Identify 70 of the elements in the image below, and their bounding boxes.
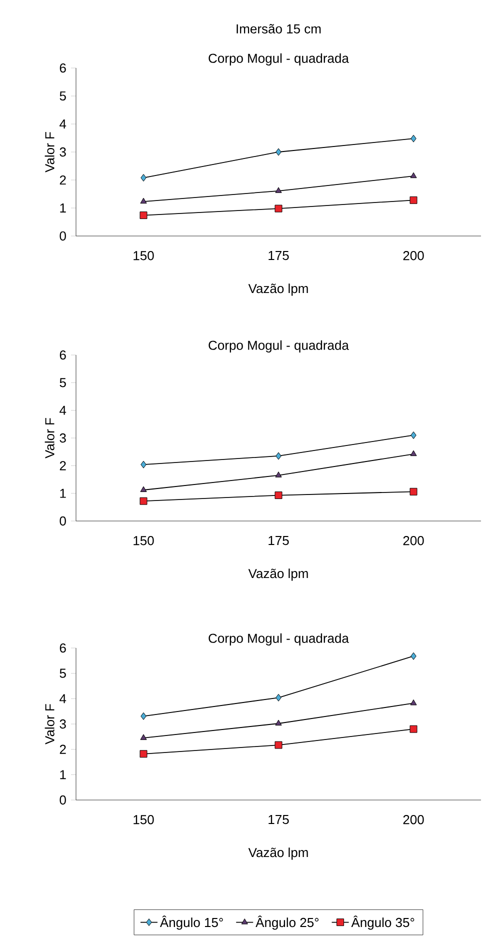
- x-axis-title: Vazão lpm: [248, 284, 308, 296]
- x-tick-label: 175: [268, 815, 289, 824]
- legend-label: Ângulo 15°: [160, 916, 223, 930]
- point: [410, 652, 416, 660]
- y-tick-label: 0: [60, 795, 66, 805]
- x-tick-label: 150: [134, 815, 154, 824]
- y-tick-label: 0: [60, 231, 66, 241]
- point: [276, 694, 282, 702]
- chart-title: Corpo Mogul - quadrada: [208, 340, 349, 352]
- legend-label: Ângulo 25°: [256, 916, 319, 930]
- point: [140, 212, 148, 220]
- y-tick-label: 3: [60, 147, 66, 157]
- point: [275, 187, 282, 193]
- legend-label: Ângulo 35°: [351, 916, 414, 930]
- y-axis-title: Valor F: [44, 418, 54, 458]
- point: [275, 472, 282, 478]
- y-tick-label: 1: [60, 488, 66, 498]
- point: [274, 204, 282, 212]
- x-tick-label: 150: [134, 251, 154, 260]
- point: [275, 720, 282, 726]
- x-tick-label: 200: [403, 536, 424, 546]
- x-tick-label: 200: [403, 251, 424, 260]
- x-tick-label: 200: [403, 815, 424, 824]
- point: [140, 460, 146, 468]
- point: [410, 699, 417, 706]
- point: [140, 750, 148, 758]
- point: [410, 725, 418, 733]
- point: [410, 450, 417, 456]
- y-tick-label: 5: [60, 378, 66, 388]
- x-tick-label: 175: [268, 536, 289, 546]
- x-axis-title: Vazão lpm: [248, 848, 308, 860]
- chart-title: Corpo Mogul - quadrada: [208, 633, 349, 646]
- y-tick-label: 4: [60, 120, 66, 128]
- point: [410, 134, 416, 142]
- point: [140, 497, 148, 505]
- point: [140, 198, 147, 204]
- point: [274, 741, 282, 749]
- x-tick-label: 175: [268, 251, 289, 260]
- y-tick-label: 3: [60, 719, 66, 729]
- y-tick-label: 5: [60, 91, 66, 101]
- y-tick-label: 4: [60, 694, 66, 704]
- point: [140, 174, 146, 182]
- point: [410, 196, 418, 204]
- y-tick-label: 2: [60, 461, 66, 470]
- y-tick-label: 0: [60, 516, 66, 526]
- point: [140, 486, 147, 492]
- y-tick-label: 4: [60, 406, 66, 415]
- y-tick-label: 2: [60, 175, 66, 185]
- y-axis-title: Valor F: [44, 704, 54, 744]
- y-tick-label: 6: [60, 350, 66, 360]
- point: [410, 172, 417, 178]
- x-axis-title: Vazão lpm: [248, 568, 308, 581]
- point: [140, 734, 147, 740]
- y-tick-label: 3: [60, 433, 66, 443]
- x-tick-label: 150: [134, 536, 154, 546]
- y-tick-label: 1: [60, 204, 66, 212]
- point: [140, 712, 146, 720]
- point: [276, 148, 282, 156]
- y-tick-label: 6: [60, 63, 66, 73]
- point: [274, 492, 282, 500]
- y-axis-title: Valor F: [44, 132, 54, 172]
- chart-title: Imersão 15 cm: [236, 24, 321, 34]
- point: [276, 452, 282, 460]
- y-tick-label: 6: [60, 643, 66, 653]
- y-tick-label: 5: [60, 668, 66, 678]
- point: [410, 488, 418, 496]
- chart-subtitle: Corpo Mogul - quadrada: [208, 53, 349, 66]
- y-tick-label: 2: [60, 744, 66, 754]
- point: [410, 431, 416, 439]
- y-tick-label: 1: [60, 770, 66, 780]
